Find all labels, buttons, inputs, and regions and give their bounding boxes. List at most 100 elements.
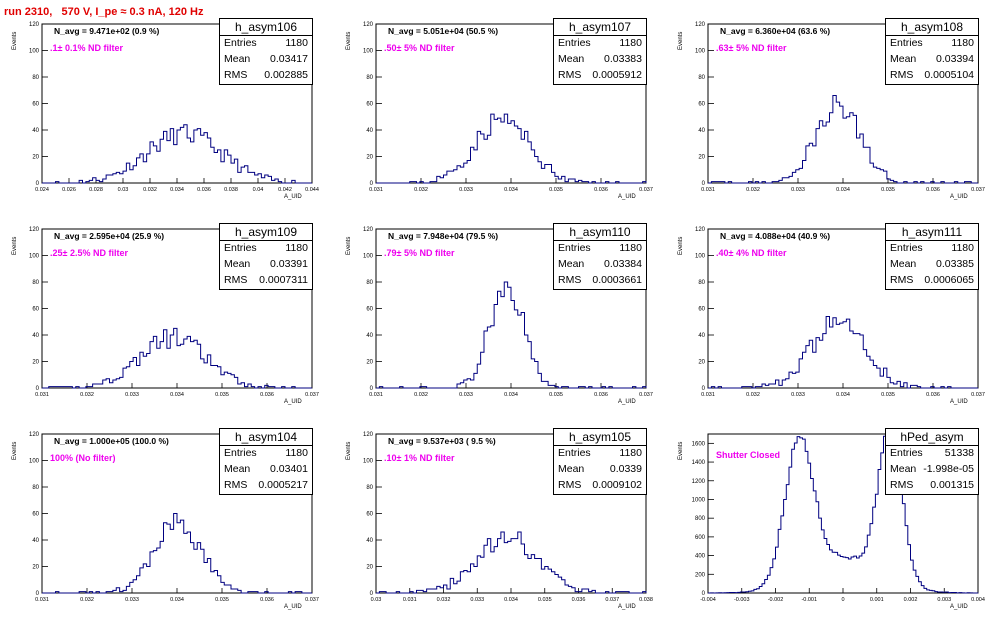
y-axis-label: Events	[12, 236, 18, 255]
x-tick-label: 0.001	[870, 597, 884, 603]
y-tick-label: 800	[695, 516, 706, 522]
stats-rms-row: RMS 0.0005912	[554, 68, 646, 84]
x-tick-label: 0.035	[881, 187, 895, 193]
y-axis-label: Events	[678, 31, 684, 50]
x-tick-label: 0.034	[504, 392, 518, 398]
histogram-plot: 0 20 40 60 80 100 120 0.031 0.032 0.033 0.034 0.035…	[695, 227, 985, 398]
x-tick-label: 0.028	[89, 187, 103, 193]
stats-rms-label: RMS	[890, 69, 914, 81]
x-axis-label: A_UID	[284, 194, 302, 200]
y-tick-label: 120	[695, 227, 706, 233]
stats-rms-row: RMS 0.0005104	[886, 68, 978, 84]
x-tick-label: 0.034	[170, 392, 184, 398]
y-tick-label: 80	[698, 280, 705, 286]
y-tick-label: 200	[695, 572, 706, 578]
x-tick-label: 0.037	[305, 597, 319, 603]
stats-mean-label: Mean	[224, 53, 251, 65]
stats-entries-row: Entries 1180	[220, 241, 312, 257]
y-tick-label: 100	[29, 459, 40, 465]
y-tick-label: 40	[366, 128, 373, 134]
stats-rms-value: 0.0005104	[924, 69, 974, 81]
y-tick-label: 20	[698, 360, 705, 366]
stats-mean-value: 0.03385	[936, 258, 974, 270]
y-axis-label: Events	[12, 441, 18, 460]
stats-rms-label: RMS	[890, 479, 914, 491]
histogram-plot: 0 20 40 60 80 100 120 0.031 0.032 0.033 0.034 0.035…	[363, 227, 653, 398]
y-tick-label: 0	[702, 386, 706, 392]
stats-rms-value: 0.0003661	[592, 274, 642, 286]
stats-entries-row: Entries 1180	[220, 446, 312, 462]
y-tick-label: 100	[695, 49, 706, 55]
histogram-name: h_asym109	[220, 224, 312, 241]
x-tick-label: -0.003	[734, 597, 750, 603]
x-tick-label: 0.037	[305, 392, 319, 398]
histogram-plot: 0 200 400 600 800 1000 1200 1400 1600 -0.004 -0.00…	[692, 433, 985, 603]
y-tick-label: 40	[366, 538, 373, 544]
x-tick-label: 0.035	[549, 392, 563, 398]
y-tick-label: 80	[32, 75, 39, 81]
y-tick-label: 100	[29, 254, 40, 260]
x-tick-label: 0.033	[470, 597, 484, 603]
x-axis-label: A_UID	[950, 194, 968, 200]
y-tick-label: 20	[32, 360, 39, 366]
stats-mean-value: 0.03384	[604, 258, 642, 270]
y-tick-label: 100	[363, 49, 374, 55]
filter-label: .63± 5% ND filter	[716, 43, 787, 53]
x-tick-label: 0.038	[224, 187, 238, 193]
histogram-plot: 0 20 40 60 80 100 120 0.024 0.026 0.028 0.03 0.032 0…	[29, 22, 319, 193]
stats-entries-value: 51338	[944, 447, 974, 459]
stats-rms-row: RMS 0.0007311	[220, 273, 312, 289]
y-tick-label: 120	[363, 432, 374, 438]
histogram-name: h_asym106	[220, 19, 312, 36]
y-tick-label: 80	[366, 75, 373, 81]
x-tick-label: 0.032	[80, 597, 94, 603]
x-tick-label: 0.034	[836, 392, 850, 398]
stats-mean-row: Mean 0.03384	[554, 257, 646, 273]
y-tick-label: 60	[698, 307, 705, 313]
stats-rms-row: RMS 0.0009102	[554, 478, 646, 494]
stats-mean-row: Mean 0.0339	[554, 462, 646, 478]
x-tick-label: 0.034	[504, 597, 518, 603]
stats-entries-value: 1180	[285, 37, 308, 49]
stats-mean-value: 0.03383	[604, 53, 642, 65]
stats-mean-value: 0.03394	[936, 53, 974, 65]
stats-mean-label: Mean	[558, 258, 585, 270]
histogram-panel: 0 20 40 60 80 100 120 0.031 0.032 0.033 0.034 0.035…	[6, 223, 326, 423]
stats-mean-row: Mean -1.998e-05	[886, 462, 978, 478]
stats-entries-label: Entries	[224, 37, 257, 49]
stats-rms-value: 0.0005912	[592, 69, 642, 81]
stats-mean-row: Mean 0.03391	[220, 257, 312, 273]
x-tick-label: 0.034	[170, 597, 184, 603]
stats-rms-row: RMS 0.0006065	[886, 273, 978, 289]
y-tick-label: 40	[698, 128, 705, 134]
histogram-name: h_asym104	[220, 429, 312, 446]
stats-mean-row: Mean 0.03385	[886, 257, 978, 273]
x-tick-label: 0.032	[746, 187, 760, 193]
y-tick-label: 1200	[692, 479, 706, 485]
navg-label: N_avg = 5.051e+04 (50.5 %)	[388, 26, 499, 36]
x-tick-label: 0.035	[538, 597, 552, 603]
x-tick-label: -0.001	[801, 597, 817, 603]
x-tick-label: 0.036	[594, 187, 608, 193]
navg-label: N_avg = 9.471e+02 (0.9 %)	[54, 26, 160, 36]
stats-entries-label: Entries	[890, 242, 923, 254]
y-tick-label: 40	[32, 333, 39, 339]
x-tick-label: 0.036	[926, 187, 940, 193]
y-tick-label: 1400	[692, 460, 706, 466]
y-tick-label: 20	[32, 155, 39, 161]
y-tick-label: 0	[702, 591, 706, 597]
stats-rms-row: RMS 0.0005217	[220, 478, 312, 494]
stats-rms-value: 0.0005217	[258, 479, 308, 491]
x-tick-label: 0.036	[926, 392, 940, 398]
stats-rms-label: RMS	[558, 274, 582, 286]
x-tick-label: 0.03	[118, 187, 129, 193]
run-title: run 2310, 570 V, I_pe ≈ 0.3 nA, 120 Hz	[4, 6, 204, 18]
y-axis-label: Events	[678, 441, 684, 460]
navg-label: N_avg = 6.360e+04 (63.6 %)	[720, 26, 831, 36]
y-tick-label: 0	[370, 181, 374, 187]
stats-box: h_asym110 Entries 1180 Mean 0.03384 RMS 0.0003…	[553, 223, 647, 290]
x-axis-label: A_UID	[950, 399, 968, 405]
stats-rms-row: RMS 0.002885	[220, 68, 312, 84]
x-tick-label: 0.033	[459, 392, 473, 398]
x-tick-label: 0.032	[80, 392, 94, 398]
